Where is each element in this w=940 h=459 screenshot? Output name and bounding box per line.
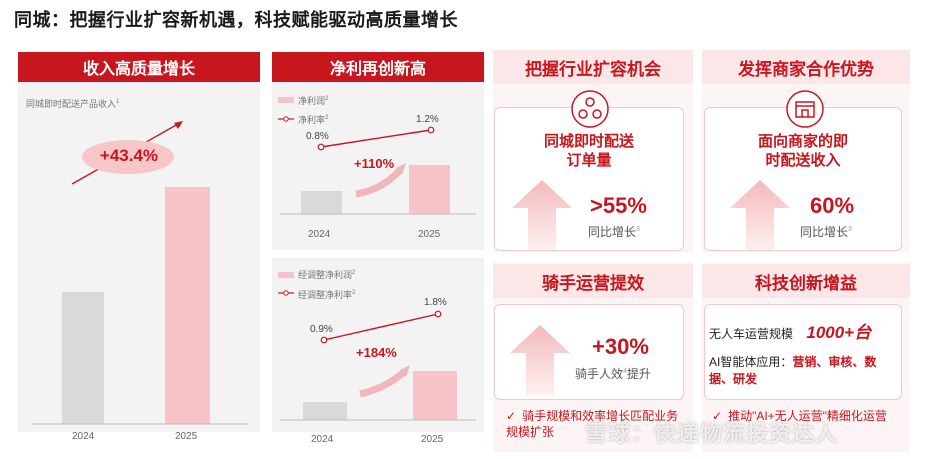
x-label-2025: 2025 <box>175 431 198 442</box>
up-arrow-icon <box>510 325 570 395</box>
up-arrow-icon <box>730 180 790 250</box>
tech-bullet: ✓ 推动"AI+无人运营"精细化运营 <box>712 409 887 423</box>
net-rate-2025: 1.2% <box>416 114 439 125</box>
check-icon: ✓ <box>506 409 517 423</box>
adj-rate-2025: 1.8% <box>424 297 447 308</box>
x-label-2024: 2024 <box>311 434 334 445</box>
legend-bar-swatch <box>278 97 294 103</box>
bar-2024 <box>303 402 347 420</box>
rate-line <box>320 129 432 148</box>
merchant-card-title: 面向商家的即 时配送收入 <box>757 133 848 169</box>
x-label-2024: 2024 <box>72 431 95 442</box>
merchant-sub: 同比增长3 <box>800 225 852 239</box>
merchant-header: 发挥商家合作优势 <box>702 50 910 84</box>
x-label-2024: 2024 <box>308 229 331 240</box>
merchant-value: 60% <box>810 193 855 218</box>
bar-2024 <box>62 292 104 424</box>
watermark: 雪球：快递物流投资达人 <box>585 421 839 446</box>
net-profit-header: 净利再创新高 <box>272 52 484 82</box>
x-label-2025: 2025 <box>418 229 441 240</box>
up-arrow-icon <box>512 180 572 250</box>
growth-arrowhead <box>174 121 183 129</box>
revenue-legend: 同城即时配送产品收入1 <box>26 99 120 109</box>
rate-point-2025 <box>427 126 435 134</box>
revenue-header: 收入高质量增长 <box>18 52 260 82</box>
rate-point-2024 <box>317 143 325 151</box>
bar-2024 <box>301 191 342 214</box>
opportunity-card <box>494 107 684 251</box>
shop-icon <box>786 90 824 128</box>
net-profit-chart <box>278 97 476 215</box>
net-profit-legend-bar: 净利润2 <box>298 96 329 106</box>
bar-2025 <box>165 187 210 424</box>
opportunity-card-title: 同城即时配送 订单量 <box>543 133 634 169</box>
adjusted-profit-chart <box>278 272 476 421</box>
rate-line <box>323 313 439 341</box>
rider-value: +30% <box>592 334 649 359</box>
opportunity-value: >55% <box>590 193 647 218</box>
adjusted-legend-line: 经调整净利率2 <box>298 290 356 300</box>
adjusted-legend-bar: 经调整净利润2 <box>298 270 356 280</box>
rate-point-2025 <box>434 310 442 318</box>
growth-ellipse <box>82 140 174 174</box>
adj-rate-2024: 0.9% <box>310 324 333 335</box>
rider-bullet: ✓ 骑手规模和效率增长匹配业务规模扩张 <box>506 409 679 439</box>
opportunity-sub: 同比增长3 <box>588 225 640 239</box>
revenue-chart <box>32 121 248 425</box>
adjusted-profit-growth: +184% <box>356 345 397 360</box>
rate-point-2024 <box>320 336 328 344</box>
tech-line1: 无人车运营规模 1000+台 <box>709 323 872 342</box>
check-icon: ✓ <box>712 409 723 423</box>
revenue-panel <box>18 82 260 432</box>
net-profit-legend-line: 净利率2 <box>298 115 329 125</box>
growth-arrow <box>355 167 403 198</box>
x-label-2025: 2025 <box>421 434 444 445</box>
bar-2025 <box>413 371 457 420</box>
page-title: 同城：把握行业扩容新机遇，科技赋能驱动高质量增长 <box>14 10 458 30</box>
rider-header: 骑手运营提效 <box>493 264 693 298</box>
tech-line2: AI智能体应用：营销、审核、数 据、研发 <box>709 355 877 386</box>
rider-sub: 骑手人效4提升 <box>575 367 651 381</box>
growth-arrow <box>359 369 407 398</box>
net-profit-growth: +110% <box>354 156 395 171</box>
net-rate-2024: 0.8% <box>306 131 329 142</box>
tech-card <box>704 304 902 400</box>
tech-header: 科技创新增益 <box>702 264 910 298</box>
opportunity-header: 把握行业扩容机会 <box>493 50 693 84</box>
revenue-growth: +43.4% <box>99 146 159 165</box>
network-icon <box>571 90 609 128</box>
bar-2025 <box>409 165 450 214</box>
legend-bar-swatch <box>278 272 294 278</box>
